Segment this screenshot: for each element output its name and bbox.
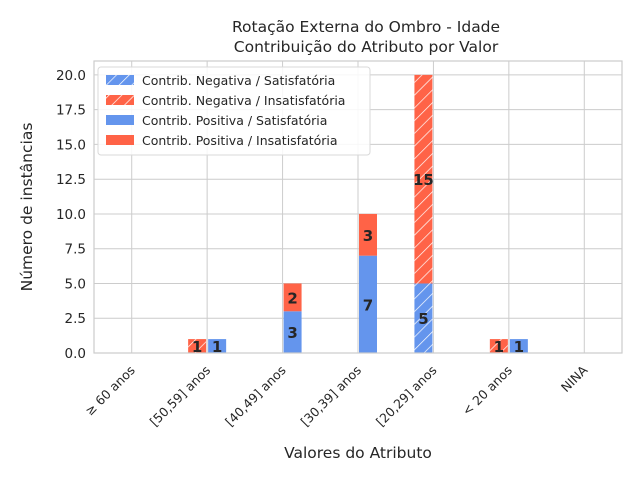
x-tick-label: [30,39] anos: [297, 363, 364, 430]
bars: [188, 74, 528, 353]
legend-swatch: [106, 135, 134, 145]
legend-swatch-hatch: [106, 95, 134, 105]
bar-value-label: 1: [494, 338, 504, 356]
bar-hatch: [414, 283, 433, 353]
legend-entry-label: Contrib. Negativa / Insatisfatória: [142, 93, 345, 108]
chart-title: Rotação Externa do Ombro - Idade: [232, 18, 500, 36]
x-tick-label: < 20 anos: [459, 363, 515, 419]
y-tick-label: 10.0: [56, 207, 86, 223]
bar-value-label: 2: [287, 289, 297, 307]
x-tick-label: [50,59] anos: [147, 363, 214, 430]
x-tick-label: [20,29] anos: [373, 363, 440, 430]
x-tick-label: ≥ 60 anos: [82, 363, 138, 419]
x-axis-ticks: ≥ 60 anos [50,59] anos [40,49] anos [30,39]…: [82, 362, 591, 429]
bar-value-label: 15: [413, 171, 434, 189]
y-tick-label: 5.0: [65, 276, 86, 292]
y-tick-label: 0.0: [65, 346, 86, 362]
x-axis-label: Valores do Atributo: [284, 444, 432, 462]
bar-value-label: 1: [212, 338, 222, 356]
legend-entry-label: Contrib. Positiva / Satisfatória: [142, 113, 327, 128]
y-tick-label: 2.5: [65, 311, 86, 327]
chart-subtitle: Contribuição do Atributo por Valor: [234, 38, 499, 56]
y-tick-label: 20.0: [56, 68, 86, 84]
bar-hatch: [489, 339, 508, 353]
bar-hatch: [188, 339, 207, 353]
bar-segment: [509, 339, 528, 353]
legend-swatch-hatch: [106, 75, 134, 85]
x-tick-label: [40,49] anos: [222, 363, 289, 430]
legend-box: [97, 66, 371, 156]
bar-segment: [359, 255, 377, 353]
x-tick-label: NINA: [558, 362, 591, 395]
legend-entry-label: Contrib. Negativa / Satisfatória: [142, 73, 335, 88]
bar-hatch: [414, 74, 433, 284]
bar-value-label: 3: [363, 227, 373, 245]
bar-segment: [283, 283, 302, 312]
legend: Contrib. Negativa / Satisfatória Contrib.…: [97, 66, 371, 156]
bar-value-label: 1: [192, 338, 202, 356]
plot-frame: [93, 60, 623, 354]
y-axis-label: Número de instâncias: [18, 123, 36, 292]
legend-entry-label: Contrib. Positiva / Insatisfatória: [142, 133, 338, 148]
y-tick-label: 17.5: [56, 103, 86, 119]
bar-value-label: 3: [287, 324, 297, 342]
y-tick-label: 7.5: [65, 242, 86, 258]
bar-value-label: 5: [418, 310, 428, 328]
y-axis-ticks: 0.0 2.5 5.0 7.5 10.0 12.5 15.0 17.5 20.0: [56, 68, 86, 362]
bar-value-label: 7: [363, 296, 373, 314]
bar-segment: [208, 339, 227, 353]
bar-segment: [283, 311, 302, 353]
legend-swatch: [106, 115, 134, 125]
y-tick-label: 15.0: [56, 137, 86, 153]
bar-segment: [359, 213, 377, 256]
bar-value-label: 1: [514, 338, 524, 356]
y-tick-label: 12.5: [56, 172, 86, 188]
